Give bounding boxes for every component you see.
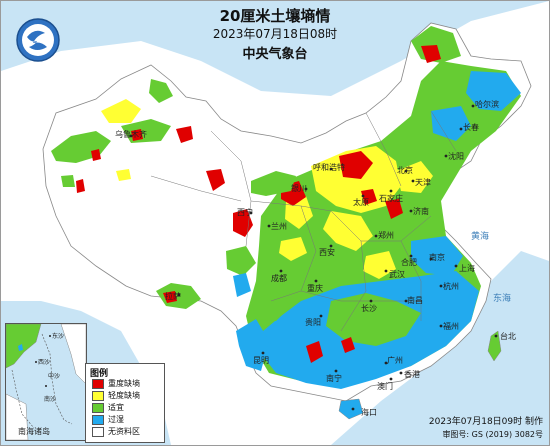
place-label: 哈尔滨	[475, 100, 499, 109]
legend-item: 无资料区	[92, 426, 140, 437]
production-time: 2023年07月18日09时 制作	[428, 417, 543, 427]
legend-label: 无资料区	[108, 427, 140, 436]
place-label: 澳门	[377, 382, 393, 391]
legend-swatch	[92, 426, 104, 437]
province-borders	[150, 110, 457, 332]
map-datetime: 2023年07月18日08时	[212, 27, 338, 41]
island-label: 西沙	[38, 359, 51, 366]
place-label: 天津	[415, 178, 431, 187]
place-label: 济南	[413, 207, 429, 216]
map-approval-number: 审图号: GS (2019) 3082号	[442, 430, 543, 439]
place-label: 成都	[271, 274, 287, 283]
legend-item: 轻度缺墒	[92, 390, 140, 401]
place-label: 南京	[429, 253, 445, 262]
place-label: 武汉	[389, 270, 405, 279]
place-label: 贵阳	[305, 318, 321, 327]
legend-swatch	[92, 414, 104, 425]
place-label: 银川	[291, 184, 307, 193]
legend-swatch	[92, 402, 104, 413]
place-label: 广州	[387, 356, 403, 365]
island-label: 东沙	[52, 333, 65, 340]
place-label: 杭州	[443, 282, 459, 291]
inset-label: 南海诸岛	[18, 427, 50, 436]
sea-label: 黄海	[471, 232, 490, 242]
place-label: 乌鲁木齐	[115, 130, 147, 139]
legend-title: 图例	[90, 369, 109, 379]
place-label: 海口	[361, 408, 377, 417]
place-label: 北京	[397, 166, 413, 175]
place-label: 香港	[404, 370, 420, 379]
legend-item: 过湿	[92, 414, 124, 425]
south-china-sea-inset: 西沙 东沙 中沙 南沙 南海诸岛	[5, 323, 87, 441]
place-label: 合肥	[401, 258, 417, 267]
place-label: 兰州	[271, 222, 287, 231]
place-label: 昆明	[253, 356, 269, 365]
legend-label: 轻度缺墒	[108, 391, 140, 400]
place-label: 西宁	[237, 208, 253, 217]
place-label: 郑州	[378, 231, 394, 240]
island-label: 南沙	[44, 396, 57, 403]
place-label: 石家庄	[379, 194, 403, 203]
legend-label: 重度缺墒	[108, 379, 140, 388]
place-label: 南宁	[326, 374, 342, 383]
inset-map	[5, 323, 87, 441]
legend-swatch	[92, 390, 104, 401]
place-label: 沈阳	[448, 152, 464, 161]
island-label: 中沙	[48, 373, 61, 380]
place-label: 上海	[459, 264, 475, 273]
moisture-areas	[46, 26, 521, 420]
place-label: 长春	[463, 123, 479, 132]
place-label: 太原	[353, 198, 369, 207]
place-label: 拉萨	[165, 292, 181, 301]
place-label: 长沙	[361, 304, 377, 313]
place-label: 重庆	[307, 284, 323, 293]
legend-swatch	[92, 378, 104, 389]
place-label: 南昌	[407, 296, 423, 305]
map-legend: 图例 重度缺墒 轻度缺墒 适宜 过湿 无资料区	[85, 363, 165, 443]
place-label: 福州	[443, 322, 459, 331]
map-title: 20厘米土壤墒情	[219, 7, 331, 25]
sea-label: 东海	[493, 294, 512, 304]
place-label: 台北	[500, 332, 516, 341]
city-markers	[129, 104, 498, 411]
legend-label: 过湿	[108, 415, 124, 424]
place-label: 呼和浩特	[313, 163, 345, 172]
map-publisher: 中央气象台	[242, 47, 308, 62]
legend-label: 适宜	[108, 403, 124, 412]
legend-item: 适宜	[92, 402, 124, 413]
place-label: 西安	[319, 248, 335, 257]
cma-logo-icon	[16, 18, 60, 62]
legend-item: 重度缺墒	[92, 378, 140, 389]
